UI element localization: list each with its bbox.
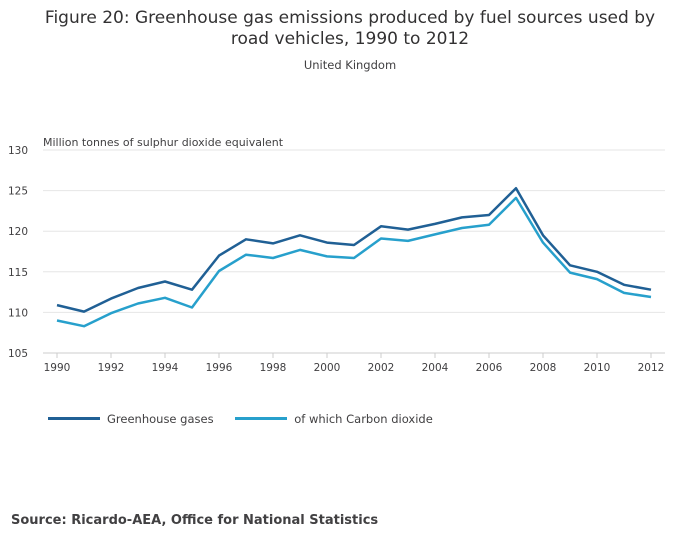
y-tick-label-130: 130: [8, 145, 28, 157]
y-axis-ticks: 105 110 115 120 125 130: [8, 145, 28, 360]
y-tick-label-105: 105: [8, 348, 28, 360]
x-tick-label-1998: 1998: [260, 362, 287, 374]
legend: Greenhouse gases of which Carbon dioxide: [48, 409, 451, 426]
legend-item-greenhouse-gases[interactable]: Greenhouse gases: [48, 412, 214, 426]
legend-label-carbon-dioxide: of which Carbon dioxide: [294, 411, 433, 426]
legend-swatch-carbon-dioxide: [235, 417, 288, 420]
x-tick-label-1992: 1992: [98, 362, 125, 374]
legend-label-greenhouse-gases: Greenhouse gases: [107, 411, 214, 426]
y-tick-label-120: 120: [8, 226, 28, 238]
series-line-greenhouse-gases: [56, 186, 652, 313]
legend-swatch-greenhouse-gases: [48, 417, 100, 420]
x-tick-label-2010: 2010: [584, 362, 611, 374]
y-tick-label-110: 110: [8, 307, 28, 319]
source-note: Source: Ricardo-AEA, Office for National…: [11, 513, 379, 528]
y-tick-label-115: 115: [8, 267, 28, 279]
x-tick-label-1994: 1994: [152, 362, 179, 374]
x-tick-label-2008: 2008: [530, 362, 557, 374]
x-tick-label-2004: 2004: [422, 362, 449, 374]
series-lines: [56, 186, 652, 328]
chart-title-line2: road vehicles, 1990 to 2012: [230, 29, 470, 49]
x-tick-label-1996: 1996: [206, 362, 233, 374]
series-line-of-which-carbon-dioxide: [56, 196, 652, 328]
x-tick-label-1990: 1990: [44, 362, 71, 374]
chart-title: Figure 20: Greenhouse gas emissions prod…: [20, 8, 680, 50]
gridlines: [43, 149, 665, 354]
y-tick-label-125: 125: [8, 186, 28, 198]
chart-title-line1: Figure 20: Greenhouse gas emissions prod…: [44, 8, 656, 28]
x-tick-label-2002: 2002: [368, 362, 395, 374]
legend-item-carbon-dioxide[interactable]: of which Carbon dioxide: [235, 412, 433, 426]
chart-subtitle: United Kingdom: [303, 58, 397, 72]
x-tick-label-2000: 2000: [314, 362, 341, 374]
y-axis-label: Million tonnes of sulphur dioxide equiva…: [43, 136, 284, 149]
x-tick-label-2012: 2012: [638, 362, 665, 374]
x-tick-label-2006: 2006: [476, 362, 503, 374]
x-axis-ticks: 1990 1992 1994 1996 1998 2000 2002 2004 2006 2008…: [44, 353, 665, 374]
